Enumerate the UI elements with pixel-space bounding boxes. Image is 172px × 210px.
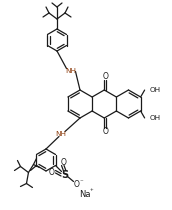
Text: ⁺: ⁺ bbox=[90, 189, 93, 194]
Text: O: O bbox=[103, 127, 109, 136]
Text: OH: OH bbox=[150, 87, 161, 93]
Text: O: O bbox=[103, 72, 109, 81]
Text: OH: OH bbox=[150, 115, 161, 121]
Text: NH: NH bbox=[56, 130, 67, 136]
Text: O: O bbox=[61, 158, 67, 167]
Text: O: O bbox=[74, 180, 79, 189]
Text: S: S bbox=[61, 169, 68, 180]
Text: NH: NH bbox=[65, 67, 76, 73]
Text: O: O bbox=[49, 168, 55, 177]
Text: ⁻: ⁻ bbox=[79, 180, 83, 185]
Text: Na: Na bbox=[79, 190, 90, 199]
